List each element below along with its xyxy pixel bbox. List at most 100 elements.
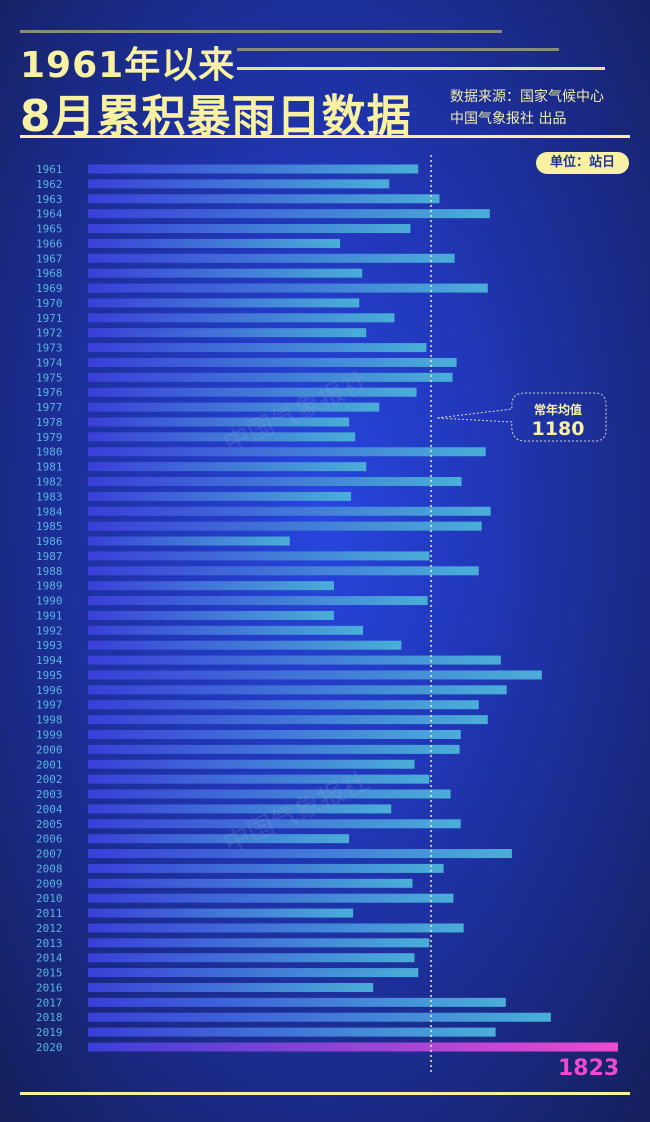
bar-2006 xyxy=(88,834,350,844)
year-label: 1966 xyxy=(36,237,63,250)
average-label: 常年均值 xyxy=(533,403,582,417)
bar-2018 xyxy=(88,1012,551,1022)
bar-2011 xyxy=(88,908,354,918)
bar-1976 xyxy=(88,387,417,397)
year-label: 1996 xyxy=(36,684,63,697)
title-line2: 8月累积暴雨日数据 xyxy=(20,91,412,142)
bar-1963 xyxy=(88,194,440,204)
bar-1965 xyxy=(88,224,411,234)
year-label: 1980 xyxy=(36,446,63,459)
year-label: 1963 xyxy=(36,193,63,206)
bar-2016 xyxy=(88,982,374,992)
year-label: 1999 xyxy=(36,728,63,741)
year-label: 1965 xyxy=(36,223,63,236)
bar-1995 xyxy=(88,670,542,680)
year-label: 1964 xyxy=(36,208,63,221)
bar-1985 xyxy=(88,521,482,531)
year-label: 2008 xyxy=(36,862,63,875)
year-label: 1983 xyxy=(36,490,63,503)
deco-line-top xyxy=(20,30,502,33)
year-label: 1973 xyxy=(36,342,63,355)
year-label: 2012 xyxy=(36,922,63,935)
bar-1978 xyxy=(88,417,350,427)
average-callout-bubble xyxy=(437,392,607,442)
year-label: 1984 xyxy=(36,505,63,518)
year-label: 2020 xyxy=(36,1041,63,1054)
year-label: 1967 xyxy=(36,252,63,265)
year-label: 2004 xyxy=(36,803,63,816)
average-value: 1180 xyxy=(531,418,585,440)
bar-1966 xyxy=(88,238,341,248)
year-label: 2017 xyxy=(36,996,63,1009)
source-text: 数据来源：国家气候中心 xyxy=(450,89,604,105)
year-label: 1991 xyxy=(36,609,63,622)
unit-badge: 单位：站日 xyxy=(536,152,629,174)
year-label: 2009 xyxy=(36,877,63,890)
year-label: 2006 xyxy=(36,833,63,846)
year-label: 2014 xyxy=(36,952,63,965)
year-label: 1968 xyxy=(36,267,63,280)
bar-1992 xyxy=(88,625,364,635)
bar-1998 xyxy=(88,715,488,725)
bar-2007 xyxy=(88,849,512,859)
bar-2019 xyxy=(88,1027,496,1037)
highlight-value: 1823 xyxy=(558,1056,620,1081)
footer-divider xyxy=(20,1092,630,1095)
year-label: 2005 xyxy=(36,818,63,831)
year-label: 1962 xyxy=(36,178,63,191)
bar-1990 xyxy=(88,596,428,606)
bar-2013 xyxy=(88,938,430,948)
year-label: 1975 xyxy=(36,371,63,384)
bar-1967 xyxy=(88,253,455,263)
bar-1984 xyxy=(88,506,491,516)
bar-1987 xyxy=(88,551,430,561)
year-label: 2016 xyxy=(36,981,63,994)
deco-line-mid2 xyxy=(237,67,605,70)
bar-2015 xyxy=(88,968,419,978)
year-label: 1990 xyxy=(36,595,63,608)
year-label: 2007 xyxy=(36,848,63,861)
bar-1968 xyxy=(88,268,363,278)
bar-2012 xyxy=(88,923,464,933)
bar-1996 xyxy=(88,685,507,695)
bar-1988 xyxy=(88,566,479,576)
year-label: 2011 xyxy=(36,907,63,920)
year-label: 2000 xyxy=(36,743,63,756)
bar-1975 xyxy=(88,372,453,382)
bar-2001 xyxy=(88,759,415,769)
bar-2002 xyxy=(88,774,430,784)
bar-1979 xyxy=(88,432,356,442)
year-label: 1994 xyxy=(36,654,63,667)
bar-1994 xyxy=(88,655,501,665)
year-label: 2010 xyxy=(36,892,63,905)
bar-1961 xyxy=(88,164,419,174)
header-divider xyxy=(20,135,630,138)
year-label: 1998 xyxy=(36,714,63,727)
year-label: 1961 xyxy=(36,163,63,176)
year-label: 1981 xyxy=(36,461,63,474)
bar-2010 xyxy=(88,893,454,903)
year-label: 1979 xyxy=(36,431,63,444)
year-label: 1986 xyxy=(36,535,63,548)
bar-1983 xyxy=(88,491,352,501)
bar-1962 xyxy=(88,179,390,189)
bar-2017 xyxy=(88,997,506,1007)
year-label: 1997 xyxy=(36,699,63,712)
bar-1991 xyxy=(88,610,334,620)
bar-1986 xyxy=(88,536,290,546)
average-callout: 常年均值 1180 xyxy=(510,393,606,441)
year-label: 2019 xyxy=(36,1026,63,1039)
year-label: 2013 xyxy=(36,937,63,950)
bar-1982 xyxy=(88,477,462,487)
bar-2014 xyxy=(88,953,415,963)
year-label: 1976 xyxy=(36,386,63,399)
bar-1964 xyxy=(88,209,490,219)
year-label: 1987 xyxy=(36,550,63,563)
year-label: 1970 xyxy=(36,297,63,310)
year-label: 1969 xyxy=(36,282,63,295)
year-label: 1995 xyxy=(36,669,63,682)
bar-1970 xyxy=(88,298,360,308)
bar-2005 xyxy=(88,819,461,829)
year-label: 2018 xyxy=(36,1011,63,1024)
